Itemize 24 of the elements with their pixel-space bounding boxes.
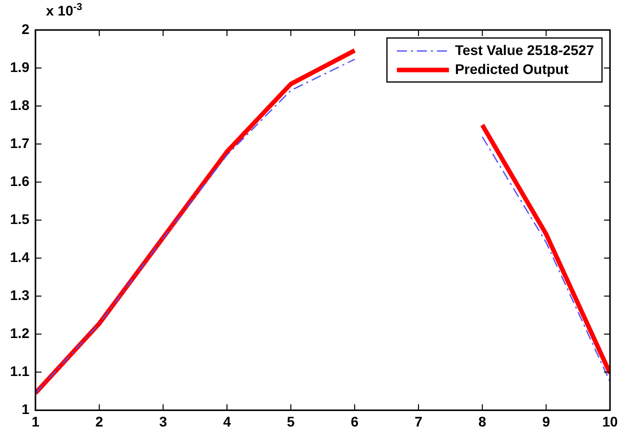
y-tick-label: 1.4 bbox=[10, 248, 30, 265]
y-tick-label: 1.3 bbox=[10, 287, 30, 303]
x-tick-label: 7 bbox=[414, 413, 423, 430]
y-tick-label: 2 bbox=[22, 20, 30, 37]
y-tick-label: 1.6 bbox=[10, 172, 30, 189]
x-tick-label: 8 bbox=[478, 413, 486, 430]
y-tick-label: 1.8 bbox=[10, 96, 30, 113]
x-tick-label: 3 bbox=[159, 413, 168, 430]
y-tick-label: 1.5 bbox=[10, 210, 30, 227]
x-tick-label: 1 bbox=[32, 413, 40, 430]
y-tick-label: 1.7 bbox=[10, 134, 30, 151]
legend-label: Test Value 2518-2527 bbox=[454, 42, 594, 58]
x-tick-label: 4 bbox=[223, 413, 232, 430]
y-tick-label: 1.1 bbox=[10, 363, 30, 380]
y-tick-label: 1.2 bbox=[10, 325, 30, 342]
y-tick-label: 1.9 bbox=[10, 58, 30, 75]
legend-label: Predicted Output bbox=[454, 60, 569, 77]
text: x 10$^{-3}$ bbox=[46, 2, 82, 19]
x-tick-label: 9 bbox=[542, 413, 550, 430]
x-tick-label: 5 bbox=[286, 413, 295, 430]
x-tick-label: 10 bbox=[602, 413, 618, 430]
x-tick-label: 2 bbox=[95, 413, 104, 430]
x-tick-label: 6 bbox=[350, 413, 359, 430]
y-tick-label: 1 bbox=[22, 401, 30, 418]
